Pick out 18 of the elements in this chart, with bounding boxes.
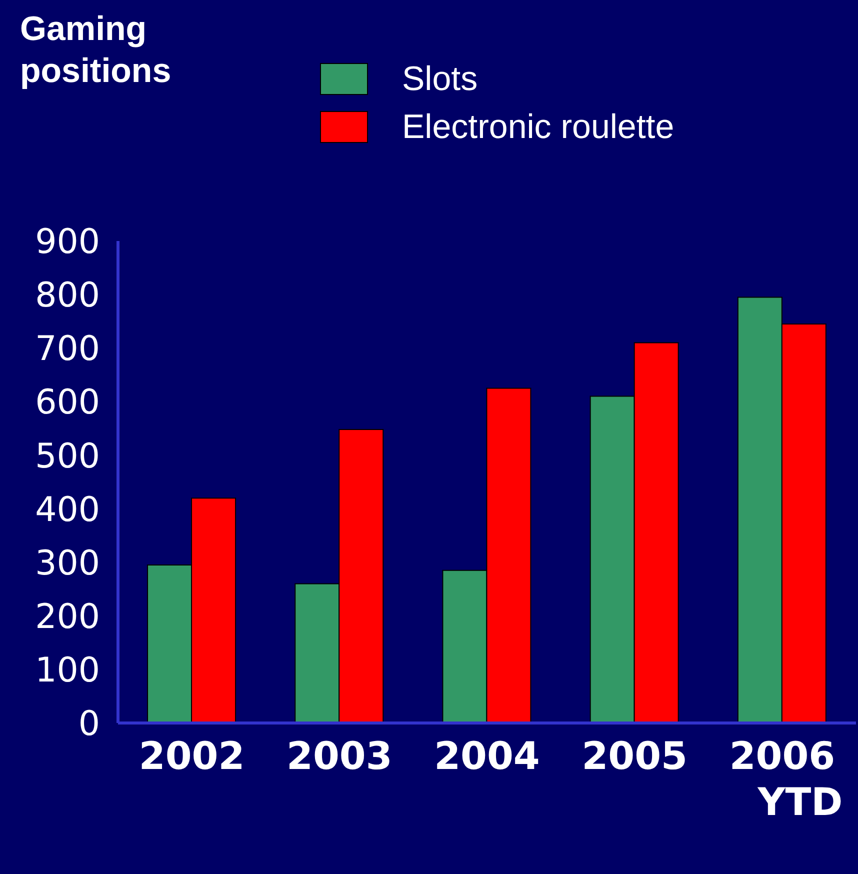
y-axis-title: Gaming positions (20, 9, 172, 92)
y-tick-label: 600 (35, 382, 100, 423)
x-tick-label: 2002 (138, 734, 245, 778)
y-tick-label: 700 (35, 329, 100, 370)
y-tick-label: 900 (35, 222, 100, 262)
y-tick-label: 300 (35, 543, 100, 584)
y-tick-label: 100 (35, 650, 100, 691)
x-tick-label: 2006 YTD (729, 734, 843, 824)
x-tick-label: 2003 (286, 734, 392, 778)
y-tick-label: 500 (35, 436, 100, 476)
y-tick-label: 400 (35, 490, 100, 530)
legend-label: Electronic roulette (402, 108, 674, 146)
legend-label: Slots (402, 60, 478, 98)
y-tick-label: 200 (35, 596, 100, 637)
x-tick-label: 2005 (582, 734, 688, 778)
x-tick-label: 2004 (434, 734, 540, 778)
y-tick-label: 800 (35, 276, 100, 316)
y-tick-label: 0 (78, 704, 100, 744)
